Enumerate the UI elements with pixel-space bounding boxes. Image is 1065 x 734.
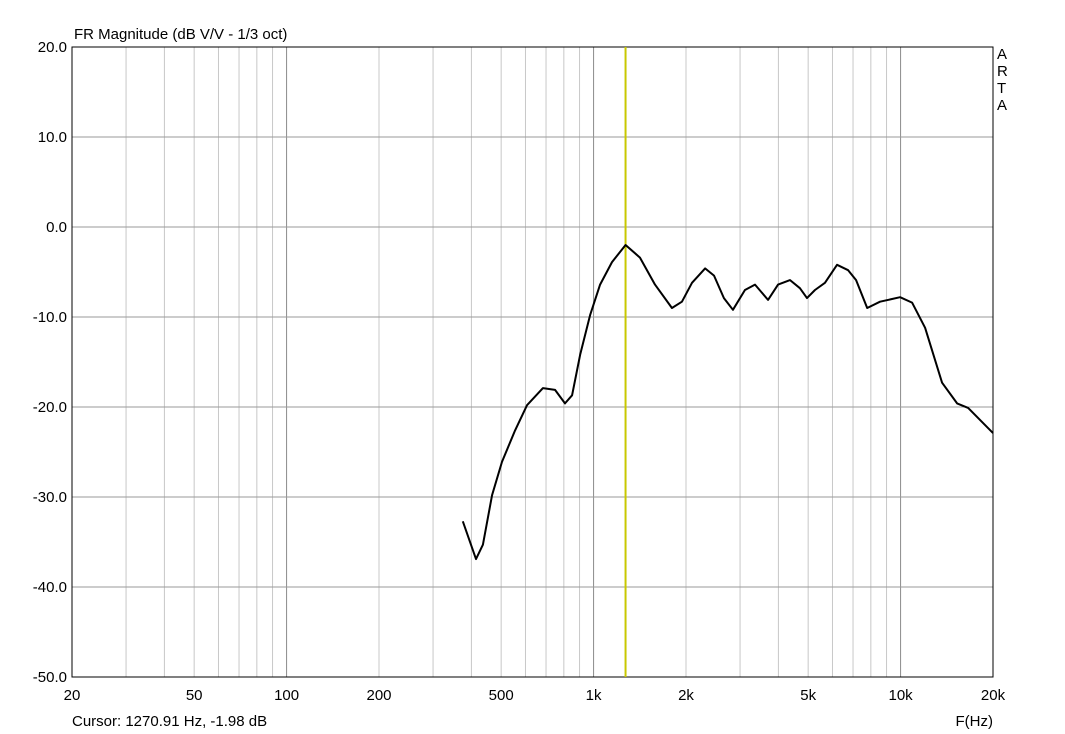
y-tick-label: -50.0: [33, 669, 67, 686]
y-tick-label: -20.0: [33, 399, 67, 416]
y-tick-label: -30.0: [33, 489, 67, 506]
x-tick-label: 50: [186, 687, 203, 704]
x-tick-label: 500: [489, 687, 514, 704]
cursor-readout: Cursor: 1270.91 Hz, -1.98 dB: [72, 713, 267, 730]
x-tick-label: 1k: [586, 687, 602, 704]
plot-border: [71, 46, 994, 678]
y-tick-label: 20.0: [38, 39, 67, 56]
x-axis-label: F(Hz): [956, 713, 994, 730]
chart-title: FR Magnitude (dB V/V - 1/3 oct): [74, 26, 287, 43]
y-tick-label: -40.0: [33, 579, 67, 596]
y-tick-label: 10.0: [38, 129, 67, 146]
series-line: [461, 244, 994, 561]
y-tick-label: -10.0: [33, 309, 67, 326]
x-tick-label: 20k: [981, 687, 1006, 704]
x-tick-label: 5k: [800, 687, 816, 704]
x-tick-label: 2k: [678, 687, 694, 704]
x-tick-label: 200: [366, 687, 391, 704]
x-tick-label: 100: [274, 687, 299, 704]
y-tick-label: 0.0: [46, 219, 67, 236]
x-tick-label: 10k: [888, 687, 913, 704]
x-tick-label: 20: [64, 687, 81, 704]
watermark: ARTA: [997, 46, 1008, 114]
